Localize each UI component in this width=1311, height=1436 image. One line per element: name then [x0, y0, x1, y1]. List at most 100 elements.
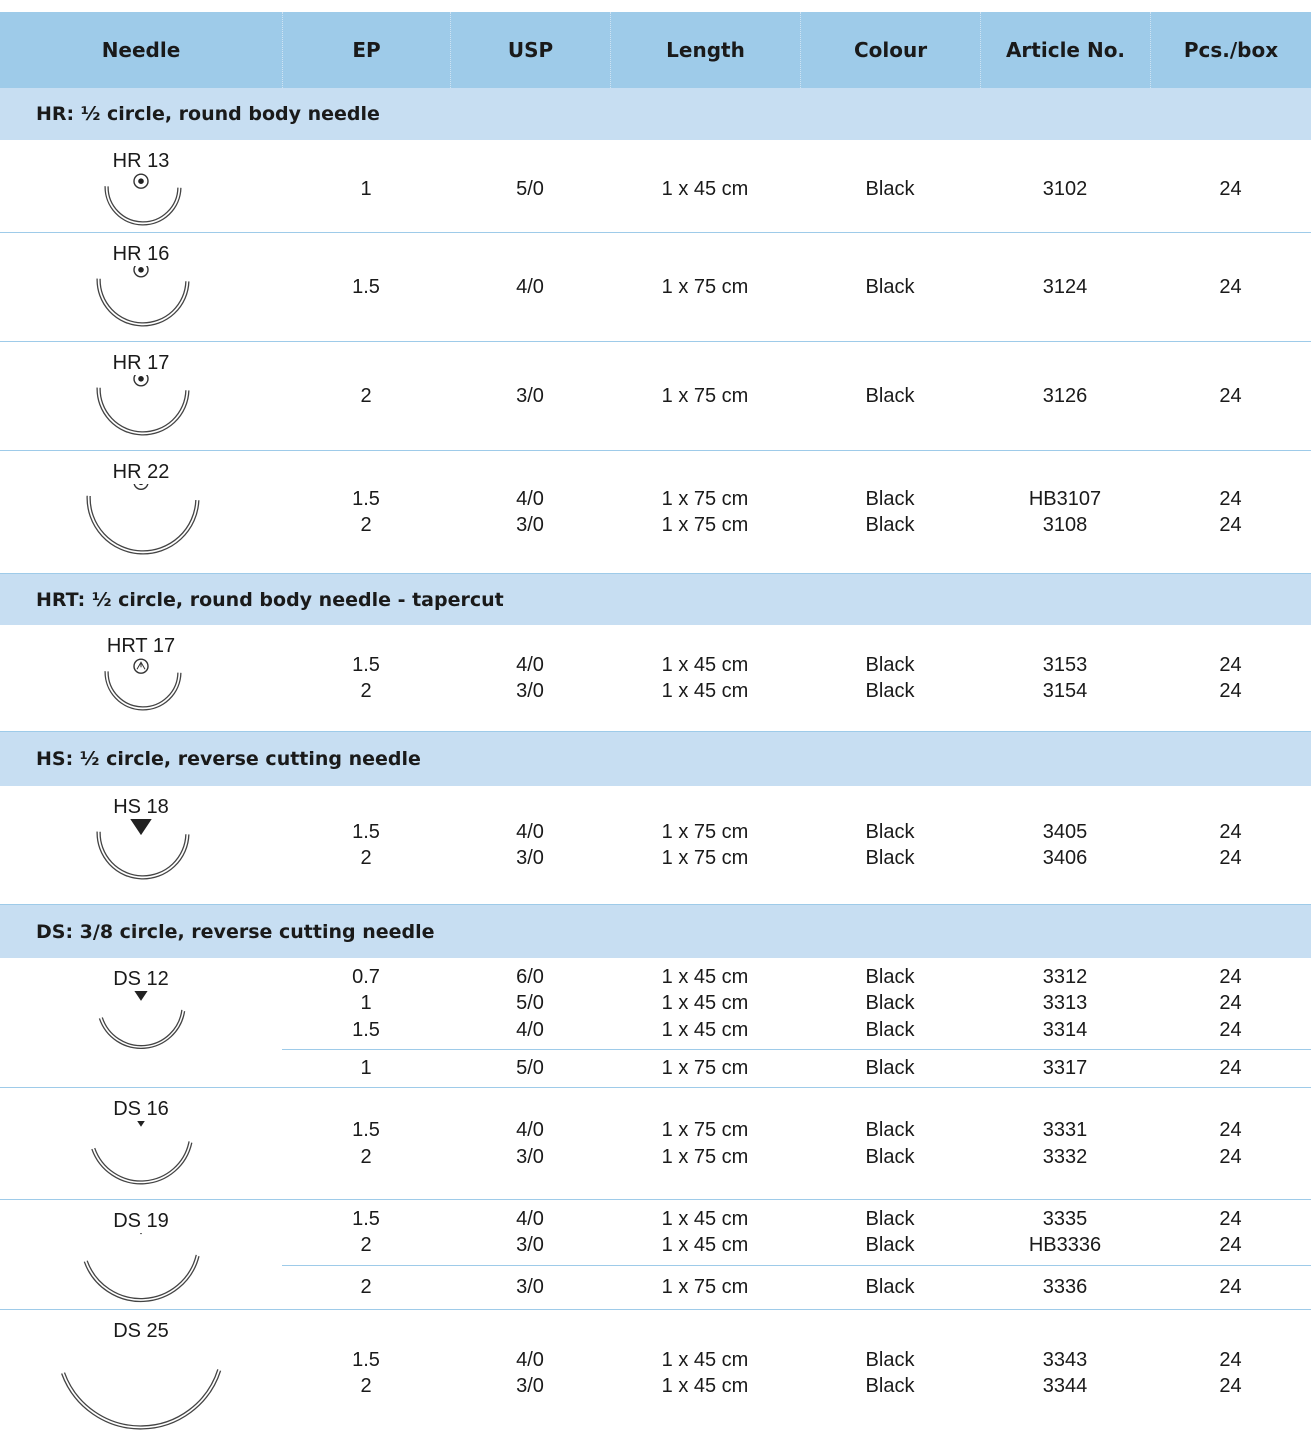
- needle-data: 1.5 4/0 1 x 75 cm Black 3405 24 2 3/0 1 x 75 cm B…: [282, 786, 1311, 904]
- cell: 24: [1219, 1018, 1242, 1041]
- needle-cell: HRT 17: [0, 625, 282, 731]
- cell: 0.7: [352, 965, 380, 988]
- cell: 1.5: [352, 487, 380, 510]
- cell: Black: [865, 1119, 915, 1141]
- header-cell: Colour: [800, 12, 980, 88]
- cell: Black: [865, 275, 915, 298]
- cell: 2: [360, 680, 372, 702]
- cell: 1.5: [352, 275, 380, 298]
- needle-name: HR 13: [112, 150, 170, 172]
- needle-block: DS 19 1.5 4/0 1 x 45 cm Black 3335 24 2 3/0 1 x 4…: [0, 1200, 1311, 1310]
- cell: 24: [1219, 1207, 1242, 1230]
- header-cell: Article No.: [980, 12, 1150, 88]
- cell: 24: [1219, 1375, 1242, 1397]
- needle-block: HR 17 2 3/0 1 x 75 cm Black 3126 24: [0, 342, 1311, 451]
- needle-block: HS 18 1.5 4/0 1 x 75 cm Black 3405 24 2 3/0 1 x 7…: [0, 786, 1311, 905]
- cell: 24: [1219, 847, 1242, 869]
- cell: 3343: [1042, 1348, 1088, 1371]
- cell: 1 x 75 cm: [661, 847, 749, 869]
- section-title: HS: ½ circle, reverse cutting needle: [0, 732, 1311, 786]
- data-row: 2 3/0 1 x 75 cm Black 3406 24: [282, 845, 1311, 872]
- cell: 4/0: [516, 1207, 544, 1230]
- data-row: 1.5 4/0 1 x 75 cm Black 3331 24: [282, 1117, 1311, 1144]
- cell: 2: [360, 514, 372, 536]
- needle-icon: [91, 1121, 193, 1185]
- needle-icon: [96, 819, 190, 880]
- cell: 3154: [1042, 680, 1088, 702]
- cell: Black: [865, 965, 915, 988]
- cell: 3/0: [516, 680, 544, 702]
- cell: 3331: [1042, 1119, 1088, 1141]
- cell: 24: [1219, 1348, 1242, 1371]
- cell: 1.5: [352, 1348, 380, 1371]
- needle-name: DS 16: [113, 1098, 169, 1120]
- cell: Black: [865, 1145, 915, 1168]
- needle-cell: DS 19: [0, 1200, 282, 1309]
- cell: 1: [360, 1057, 372, 1080]
- cell: 2: [360, 1234, 372, 1257]
- cell: 24: [1219, 965, 1242, 988]
- needle-name: HS 18: [113, 796, 169, 818]
- cell: 1 x 75 cm: [661, 1057, 749, 1080]
- data-row: 0.7 6/0 1 x 45 cm Black 3312 24: [282, 964, 1311, 991]
- header-cell: EP: [282, 12, 450, 88]
- cell: 3405: [1042, 820, 1088, 843]
- cell: 3313: [1042, 992, 1088, 1015]
- data-row: 1.5 4/0 1 x 45 cm Black 3314 24: [282, 1017, 1311, 1044]
- cell: 1 x 75 cm: [661, 820, 749, 843]
- needle-cell: DS 12: [0, 958, 282, 1087]
- needle-icon: [96, 375, 190, 436]
- needle-icon: [96, 266, 190, 327]
- cell: 24: [1219, 384, 1242, 407]
- cell: 4/0: [516, 653, 544, 676]
- cell: 24: [1219, 1119, 1242, 1141]
- cell: 1 x 45 cm: [661, 178, 749, 201]
- cell: 1 x 75 cm: [661, 1276, 749, 1299]
- needle-block: HRT 17 1.5 4/0 1 x 45 cm Black 3153 24 2 3/0 1 x …: [0, 625, 1311, 732]
- needle-cell: HR 17: [0, 342, 282, 450]
- cell: 3126: [1042, 384, 1088, 407]
- table-body: HR: ½ circle, round body needle HR 13 1 5/0…: [0, 88, 1311, 1430]
- needle-block: HR 13 1 5/0 1 x 45 cm Black 3102 24: [0, 140, 1311, 233]
- cell: 24: [1219, 487, 1242, 510]
- cell: 4/0: [516, 820, 544, 843]
- header-cell: Length: [610, 12, 800, 88]
- needle-data: 1 5/0 1 x 45 cm Black 3102 24: [282, 140, 1311, 239]
- row-group: 1.5 4/0 1 x 75 cm Black 3331 24 2 3/0 1 x 75 cm B…: [282, 1088, 1311, 1199]
- cell: 1 x 75 cm: [661, 1145, 749, 1168]
- data-row: 2 3/0 1 x 45 cm Black 3344 24: [282, 1373, 1311, 1400]
- cell: 1.5: [352, 1018, 380, 1041]
- needle-data: 1.5 4/0 1 x 45 cm Black 3153 24 2 3/0 1 x 45 cm B…: [282, 625, 1311, 731]
- cell: Black: [865, 1375, 915, 1397]
- cell: 3317: [1042, 1057, 1088, 1080]
- cell: 2: [360, 1145, 372, 1168]
- cell: 5/0: [516, 992, 544, 1015]
- needle-block: DS 16 1.5 4/0 1 x 75 cm Black 3331 24 2 3/0 1 x 7…: [0, 1088, 1311, 1200]
- cell: 24: [1219, 992, 1242, 1015]
- row-group: 1 5/0 1 x 75 cm Black 3317 24: [282, 1048, 1311, 1087]
- cell: 3/0: [516, 384, 544, 407]
- header-cell: Needle: [101, 38, 181, 62]
- data-row: 2 3/0 1 x 75 cm Black 3336 24: [282, 1274, 1311, 1301]
- cell: 24: [1219, 1145, 1242, 1168]
- cell: 1.5: [352, 1207, 380, 1230]
- cell: 1.5: [352, 820, 380, 843]
- needle-name: DS 12: [113, 968, 169, 990]
- cell: 24: [1219, 1057, 1242, 1080]
- needle-data: 1.5 4/0 1 x 75 cm Black 3124 24: [282, 233, 1311, 341]
- row-group: 1 5/0 1 x 45 cm Black 3102 24: [282, 140, 1311, 239]
- row-group: 1.5 4/0 1 x 75 cm Black 3405 24 2 3/0 1 x 75 cm B…: [282, 786, 1311, 904]
- cell: 24: [1219, 820, 1242, 843]
- cell: Black: [865, 1207, 915, 1230]
- cell: 3/0: [516, 1145, 544, 1168]
- cell: HB3107: [1028, 487, 1102, 510]
- needle-name: HRT 17: [106, 635, 176, 657]
- cell: HB3336: [1028, 1234, 1102, 1257]
- cell: 3124: [1042, 275, 1088, 298]
- needle-block: DS 25 1.5 4/0 1 x 45 cm Black 3343 24 2 3/0 1 x 4…: [0, 1310, 1311, 1430]
- data-row: 1.5 4/0 1 x 75 cm Black HB3107 24: [282, 486, 1311, 513]
- cell: 3406: [1042, 847, 1088, 869]
- cell: 4/0: [516, 1119, 544, 1141]
- cell: 1 x 45 cm: [661, 1018, 749, 1041]
- cell: 4/0: [516, 275, 544, 298]
